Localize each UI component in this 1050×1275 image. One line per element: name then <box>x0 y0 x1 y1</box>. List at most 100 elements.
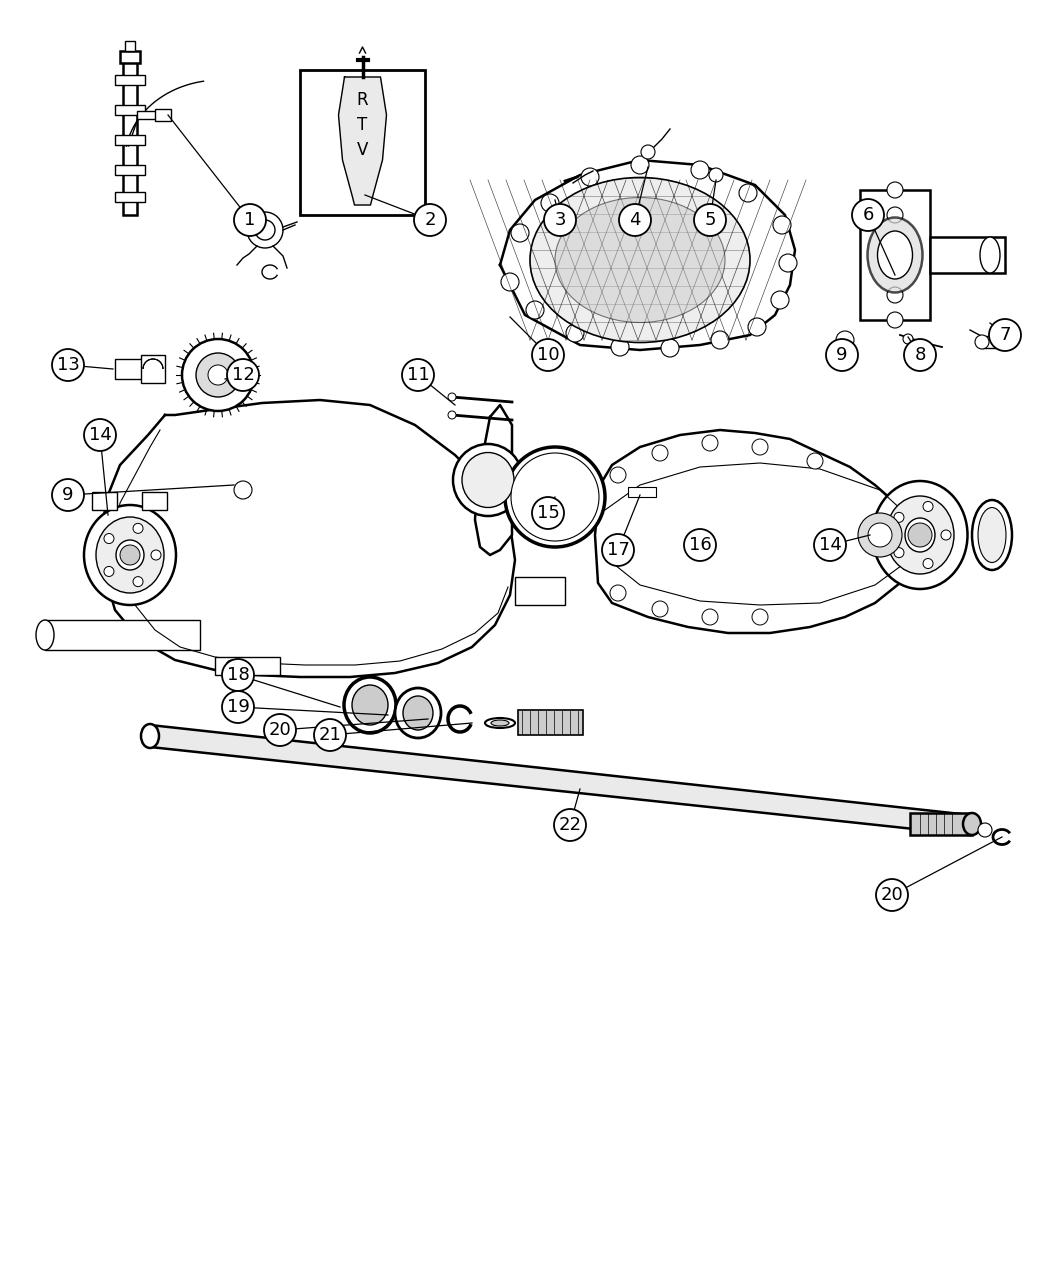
Ellipse shape <box>453 444 523 516</box>
Text: 21: 21 <box>318 725 341 745</box>
Bar <box>514 578 565 606</box>
Ellipse shape <box>886 496 954 574</box>
Circle shape <box>887 247 903 263</box>
Text: 20: 20 <box>269 720 292 739</box>
Text: 5: 5 <box>705 210 716 229</box>
Ellipse shape <box>905 518 934 552</box>
Text: T: T <box>357 116 367 134</box>
Circle shape <box>752 439 768 455</box>
Ellipse shape <box>344 677 396 733</box>
Circle shape <box>773 215 791 235</box>
Circle shape <box>511 224 529 242</box>
Circle shape <box>978 822 992 836</box>
Circle shape <box>255 221 275 240</box>
Circle shape <box>923 558 933 569</box>
Text: 14: 14 <box>88 426 111 444</box>
Text: 10: 10 <box>537 346 560 363</box>
Circle shape <box>532 339 564 371</box>
Circle shape <box>234 481 252 499</box>
Circle shape <box>908 523 932 547</box>
Circle shape <box>602 534 634 566</box>
Bar <box>142 492 167 510</box>
Circle shape <box>662 339 679 357</box>
Text: R: R <box>357 91 369 108</box>
Circle shape <box>52 349 84 381</box>
Text: 11: 11 <box>406 366 429 384</box>
Polygon shape <box>500 159 795 351</box>
Circle shape <box>610 585 626 601</box>
Circle shape <box>807 453 823 469</box>
Circle shape <box>581 168 598 186</box>
Circle shape <box>505 448 605 547</box>
Circle shape <box>640 145 655 159</box>
Circle shape <box>684 529 716 561</box>
Circle shape <box>532 497 564 529</box>
Bar <box>141 354 165 382</box>
Ellipse shape <box>485 718 514 728</box>
Circle shape <box>711 332 729 349</box>
Circle shape <box>448 411 456 419</box>
Bar <box>123 55 136 215</box>
Circle shape <box>748 317 766 337</box>
Text: 13: 13 <box>57 356 80 374</box>
Text: 17: 17 <box>607 541 629 558</box>
Circle shape <box>511 453 598 541</box>
Circle shape <box>227 360 259 391</box>
Circle shape <box>120 544 140 565</box>
Circle shape <box>826 339 858 371</box>
Bar <box>116 135 145 145</box>
Text: 8: 8 <box>915 346 926 363</box>
Circle shape <box>975 335 989 349</box>
Bar <box>628 487 656 497</box>
Circle shape <box>752 609 768 625</box>
Circle shape <box>652 445 668 462</box>
Ellipse shape <box>491 720 509 725</box>
Circle shape <box>887 312 903 328</box>
Text: V: V <box>357 142 369 159</box>
Bar <box>982 337 1012 348</box>
Circle shape <box>247 212 284 249</box>
Text: 3: 3 <box>554 210 566 229</box>
Polygon shape <box>595 430 910 632</box>
Circle shape <box>52 479 84 511</box>
Circle shape <box>887 182 903 198</box>
Circle shape <box>691 161 709 179</box>
Circle shape <box>133 576 143 587</box>
Bar <box>136 111 158 119</box>
Text: 2: 2 <box>424 210 436 229</box>
Ellipse shape <box>352 685 388 725</box>
Circle shape <box>620 204 651 236</box>
Circle shape <box>702 435 718 451</box>
Ellipse shape <box>963 813 981 835</box>
Circle shape <box>887 207 903 223</box>
Circle shape <box>196 353 240 397</box>
Circle shape <box>836 332 854 349</box>
Circle shape <box>566 324 584 342</box>
Text: 19: 19 <box>227 697 250 717</box>
Bar <box>518 710 583 734</box>
Circle shape <box>544 204 576 236</box>
Circle shape <box>989 319 1021 351</box>
Circle shape <box>941 530 951 541</box>
Bar <box>116 164 145 175</box>
Bar <box>300 70 425 215</box>
Ellipse shape <box>980 237 1000 273</box>
Circle shape <box>448 393 456 402</box>
Circle shape <box>610 467 626 483</box>
Circle shape <box>709 168 723 182</box>
Circle shape <box>779 254 797 272</box>
Ellipse shape <box>530 177 750 343</box>
Circle shape <box>234 204 266 236</box>
Bar <box>116 360 143 379</box>
Circle shape <box>526 301 544 319</box>
Circle shape <box>631 156 649 173</box>
Ellipse shape <box>462 453 514 507</box>
Polygon shape <box>100 400 514 677</box>
Circle shape <box>264 714 296 746</box>
Text: 18: 18 <box>227 666 250 683</box>
Circle shape <box>151 550 161 560</box>
Text: 15: 15 <box>537 504 560 521</box>
Circle shape <box>876 878 908 912</box>
Ellipse shape <box>36 620 54 650</box>
Circle shape <box>182 339 254 411</box>
